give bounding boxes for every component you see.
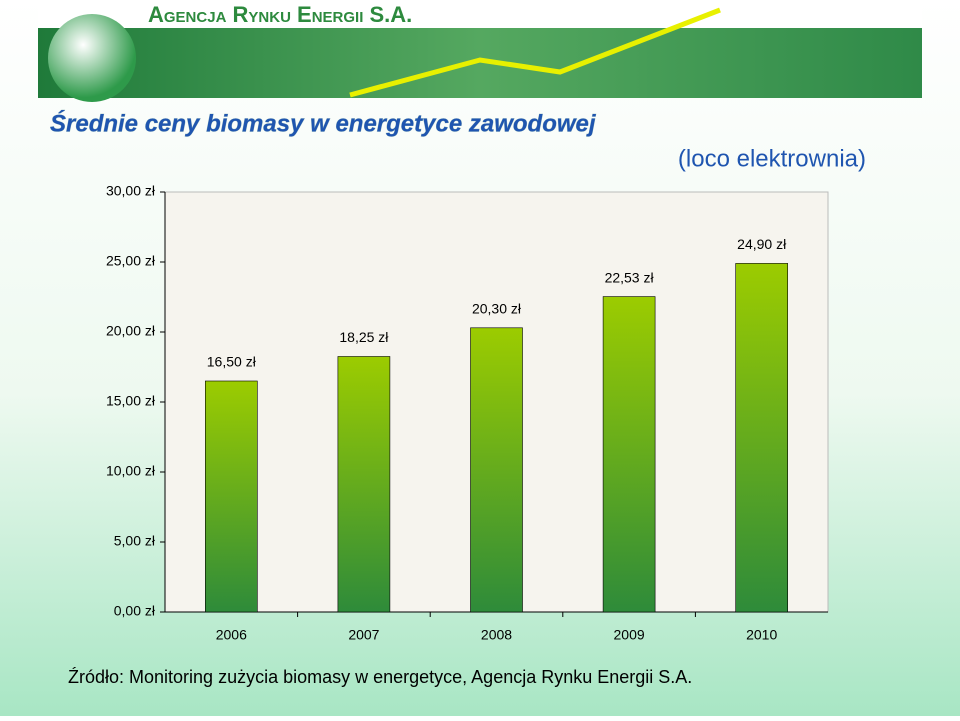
y-tick-label: 30,00 zł (106, 183, 156, 199)
banner (38, 28, 922, 98)
logo (48, 14, 136, 102)
x-tick-label: 2007 (348, 627, 379, 643)
y-tick-label: 10,00 zł (106, 463, 156, 479)
value-label: 20,30 zł (472, 301, 522, 317)
y-tick-label: 20,00 zł (106, 323, 156, 339)
source: Źródło: Monitoring zużycia biomasy w ene… (68, 667, 692, 687)
chart-subtitle: (loco elektrownia) (678, 145, 866, 172)
x-tick-label: 2009 (614, 627, 645, 643)
chart-title: Średnie ceny biomasy w energetyce zawodo… (50, 109, 597, 137)
value-label: 16,50 zł (207, 354, 257, 370)
x-tick-label: 2006 (216, 627, 247, 643)
banner-text: Agencja Rynku Energii S.A. (148, 2, 412, 27)
bar (205, 380, 258, 613)
bar (602, 296, 656, 613)
logo-arrow (349, 7, 721, 98)
y-tick-label: 0,00 zł (114, 603, 156, 619)
value-label: 22,53 zł (605, 269, 655, 285)
value-label: 24,90 zł (737, 236, 787, 252)
bar (337, 356, 391, 613)
y-tick-label: 5,00 zł (114, 533, 156, 549)
x-tick-label: 2010 (746, 627, 777, 643)
bar (470, 327, 523, 613)
banner-top (38, 0, 922, 28)
x-tick-label: 2008 (481, 627, 512, 643)
bar (735, 263, 789, 613)
value-label: 18,25 zł (339, 329, 389, 345)
y-tick-label: 25,00 zł (106, 253, 156, 269)
y-tick-label: 15,00 zł (106, 393, 156, 409)
